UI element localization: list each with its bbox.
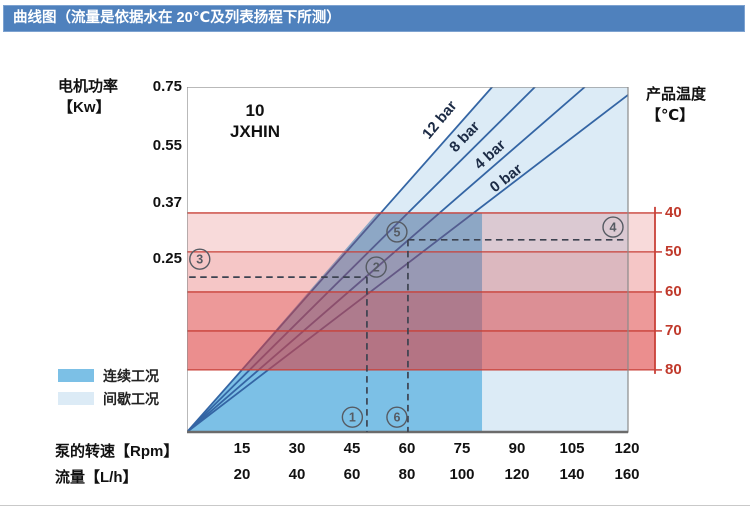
flow-tick-160: 160 (614, 466, 640, 483)
rpm-tick-90: 90 (508, 440, 526, 457)
pressure-line-8bar (187, 87, 536, 433)
chart-title-line2: JXHIN (229, 122, 281, 141)
temperature-band-50-60 (187, 251, 655, 292)
flow-tick-80: 80 (398, 466, 416, 483)
flow-tick-60: 60 (343, 466, 361, 483)
rpm-tick-75: 75 (453, 440, 471, 457)
flow-tick-100: 100 (449, 466, 475, 483)
right-axis-title: 产品温度 【℃】 (646, 84, 706, 126)
power-tick-0.37: 0.37 (152, 193, 182, 211)
marker-number-5: 5 (393, 225, 400, 239)
section-title: 曲线图（流量是依据水在 20℃及列表扬程下所测） (13, 10, 341, 26)
flow-tick-140: 140 (559, 466, 585, 483)
pressure-line-12bar (187, 87, 493, 433)
marker-circle-4 (602, 216, 624, 238)
page-divider (0, 505, 750, 506)
legend: 连续工况 间歇工况 (58, 364, 159, 410)
chart-title-line1: 10 (245, 101, 265, 120)
flow-tick-20: 20 (233, 466, 251, 483)
rpm-axis-title: 泵的转速【Rpm】 (55, 443, 179, 460)
intermittent-label: 间歇工况 (103, 390, 159, 407)
temperature-tick-label-60: 60 (665, 282, 682, 300)
legend-item-continuous: 连续工况 (58, 364, 159, 387)
left-axis-title-line1: 电机功率 (58, 78, 119, 95)
marker-circle-5 (386, 221, 408, 243)
marker-number-6: 6 (393, 411, 400, 425)
temperature-tick-label-50: 50 (665, 242, 682, 260)
rpm-tick-120: 120 (614, 440, 640, 457)
legend-item-intermittent: 间歇工况 (58, 387, 159, 410)
right-axis-title-line1: 产品温度 (646, 86, 707, 103)
flow-tick-40: 40 (288, 466, 306, 483)
flow-axis-title: 流量【L/h】 (55, 469, 138, 486)
chart-title: 10 JXHIN (203, 100, 307, 142)
flow-tick-120: 120 (504, 466, 530, 483)
marker-circle-1 (341, 406, 364, 428)
temperature-band-40-50 (187, 212, 655, 252)
marker-circle-3 (189, 248, 211, 270)
marker-number-3: 3 (196, 253, 203, 267)
pressure-line-4bar (187, 87, 586, 433)
power-tick-0.75: 0.75 (152, 78, 182, 95)
marker-number-4: 4 (610, 221, 617, 235)
power-tick-0.25: 0.25 (152, 250, 182, 268)
marker-number-2: 2 (373, 261, 380, 275)
rpm-tick-105: 105 (559, 440, 585, 457)
temperature-tick-label-40: 40 (665, 203, 682, 221)
power-tick-0.55: 0.55 (152, 136, 182, 154)
rpm-tick-60: 60 (398, 440, 416, 457)
continuous-label: 连续工况 (103, 367, 159, 384)
temperature-band-60-70 (187, 291, 655, 331)
temperature-band-70-80 (187, 330, 655, 370)
section-header: 曲线图（流量是依据水在 20℃及列表扬程下所测） (3, 5, 745, 32)
rpm-tick-30: 30 (288, 440, 306, 457)
left-axis-title-line2: 【Kw】 (58, 99, 111, 116)
marker-circle-6 (386, 406, 408, 428)
marker-number-1: 1 (349, 411, 356, 425)
right-axis-title-line2: 【℃】 (646, 107, 695, 124)
left-axis-title: 电机功率 【Kw】 (58, 76, 118, 118)
marker-circle-2 (365, 256, 387, 278)
temperature-tick-label-70: 70 (665, 321, 682, 339)
rpm-tick-15: 15 (233, 440, 251, 457)
intermittent-swatch (58, 392, 94, 405)
continuous-swatch (58, 369, 94, 382)
rpm-tick-45: 45 (343, 440, 361, 457)
temperature-tick-label-80: 80 (665, 360, 682, 378)
